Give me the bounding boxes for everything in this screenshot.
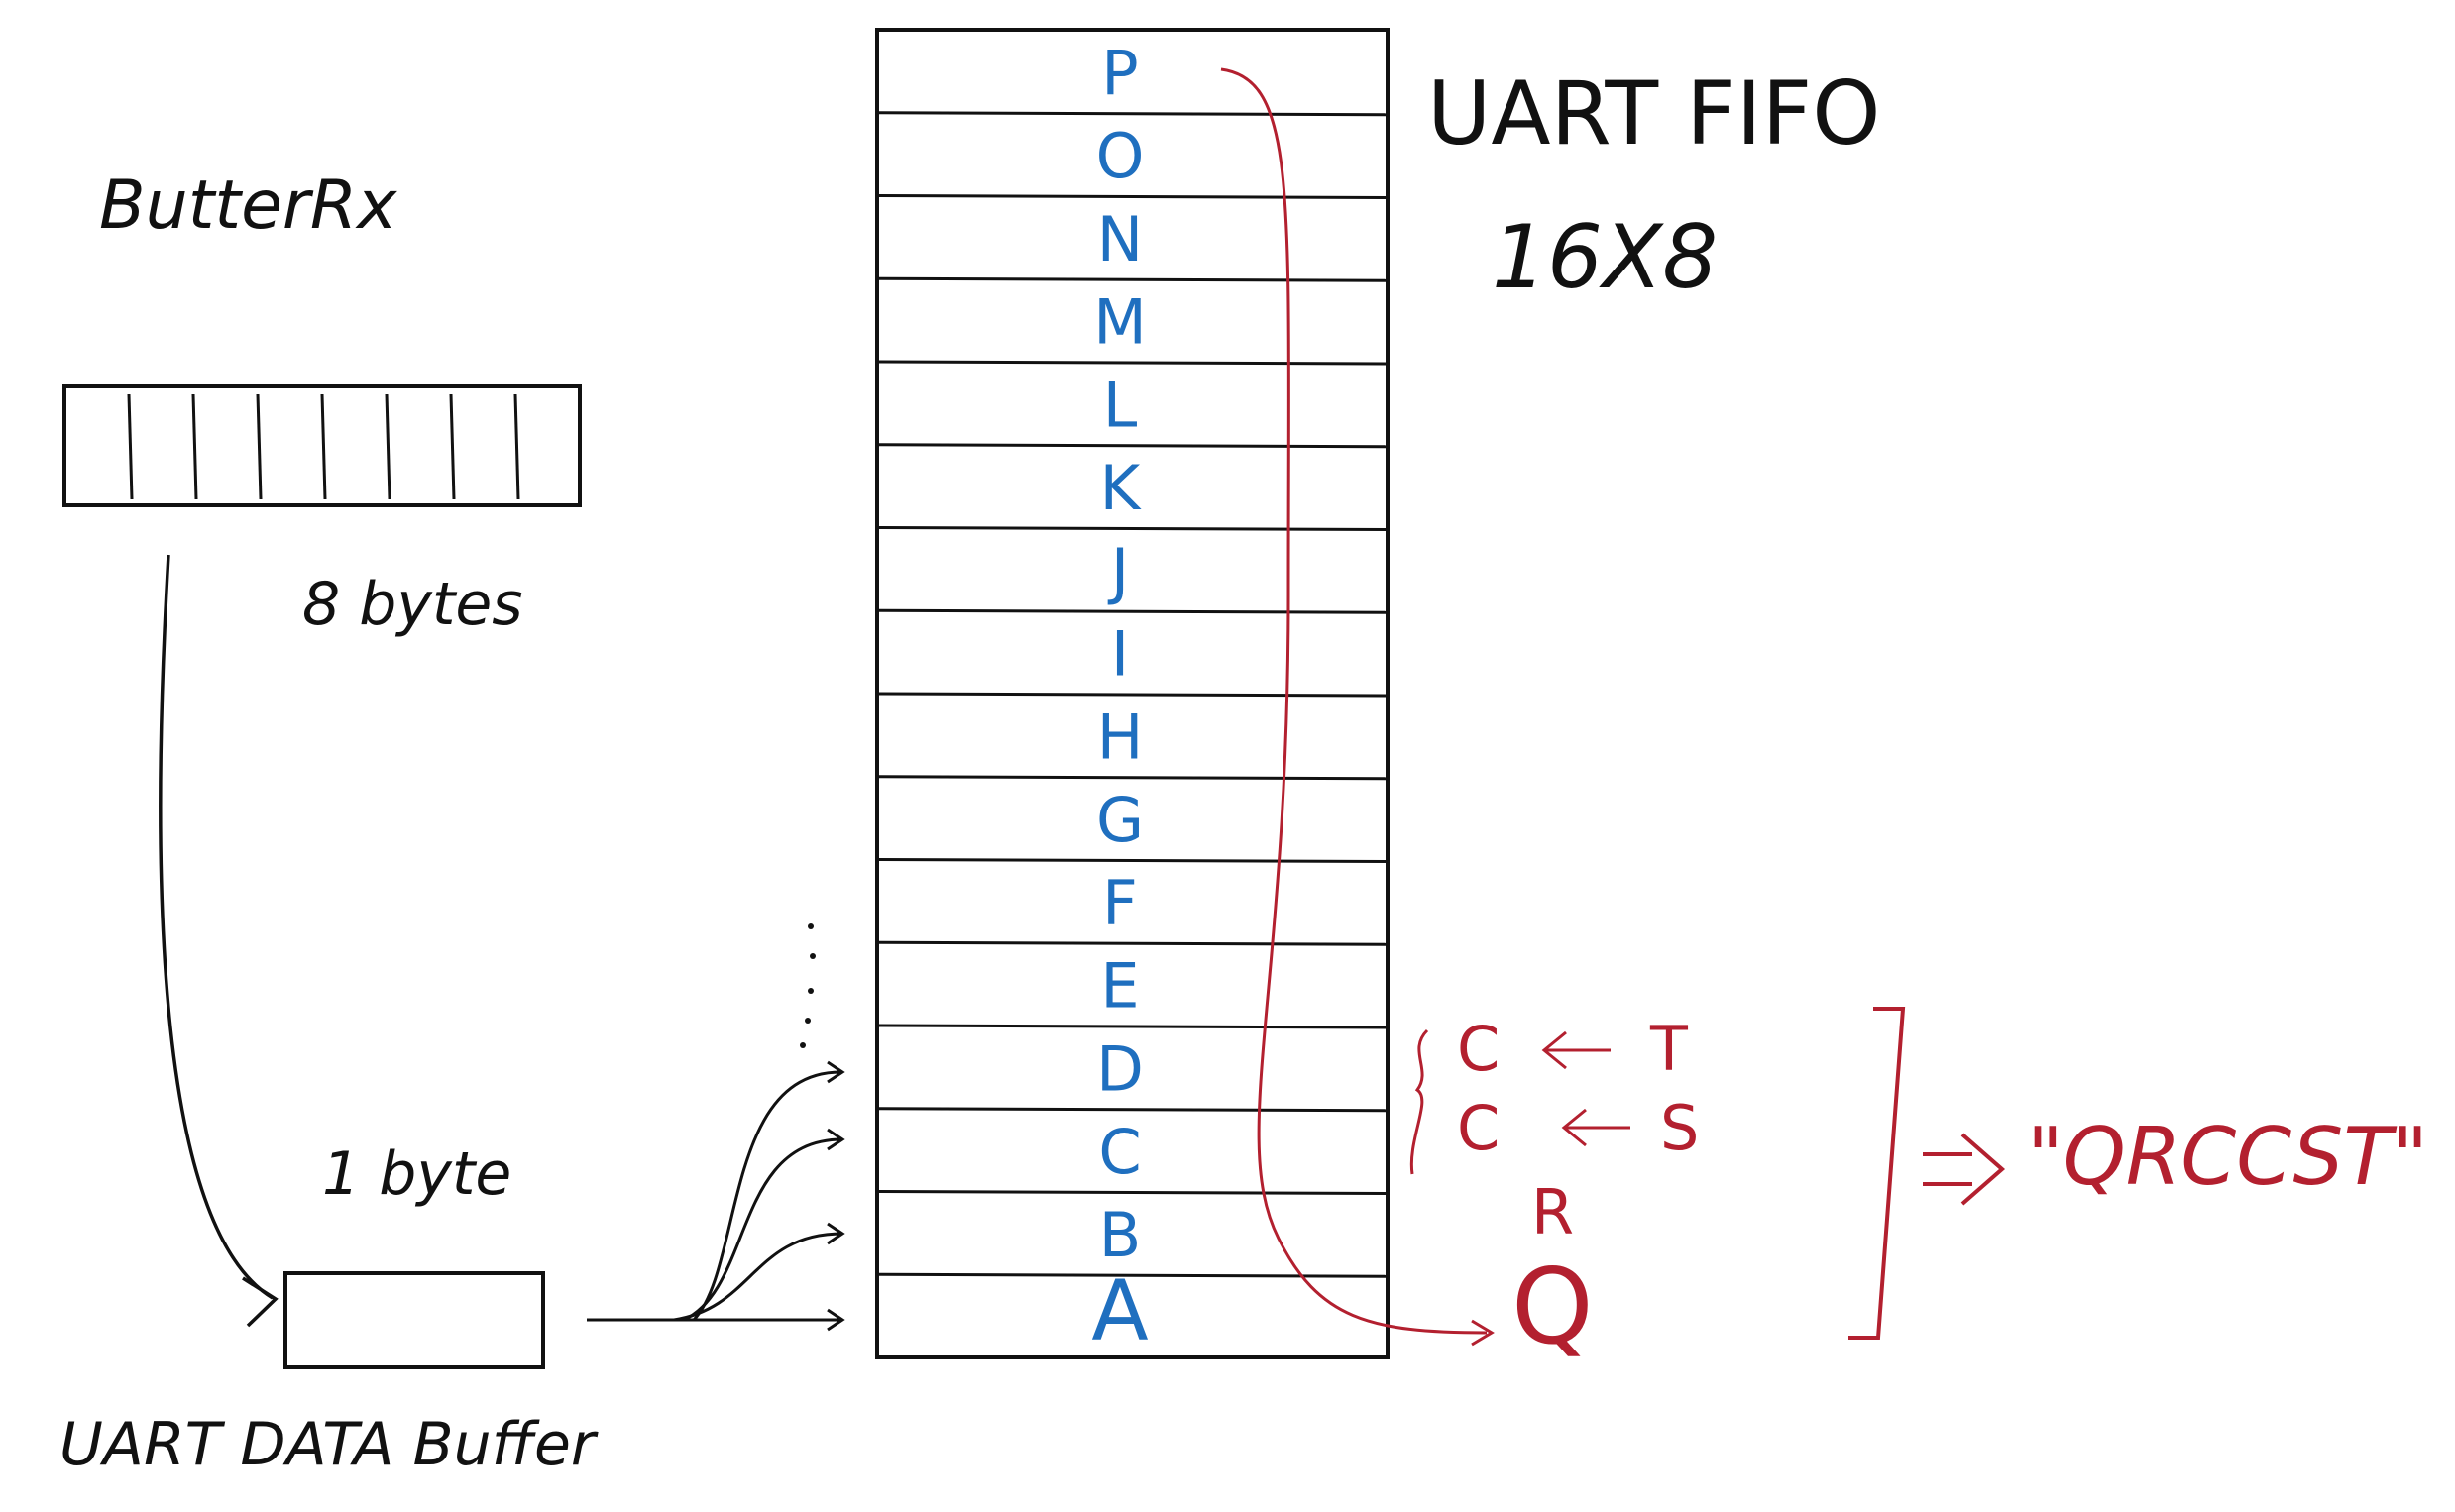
fifo-row-divider xyxy=(876,276,1389,282)
buffer-rx-cell-divider xyxy=(256,393,263,500)
fanout-line-d xyxy=(692,1070,843,1322)
fifo-row-divider xyxy=(876,1107,1389,1113)
readout-row3: R xyxy=(1531,1176,1574,1248)
uart-data-buffer-label: UART DATA Buffer xyxy=(59,1410,599,1479)
fanout-line-c xyxy=(683,1137,843,1322)
readout-row1-right: T xyxy=(1649,1013,1689,1085)
swap-brace xyxy=(1409,1028,1429,1175)
buffer-rx-cell-divider xyxy=(320,393,327,500)
readout-annotations: C T C S R Q "QRCCST" xyxy=(1409,1007,2428,1367)
fifo-cell-letter: A xyxy=(1091,1262,1148,1359)
fanout-arrowhead-a xyxy=(827,1308,845,1332)
fifo-cell-letter: M xyxy=(1093,286,1147,359)
fifo-row-divider xyxy=(876,775,1389,781)
fifo-cell-letter: E xyxy=(1100,950,1139,1023)
rx-to-data-buffer-arrowhead xyxy=(242,1276,279,1328)
fifo-cell-letter: D xyxy=(1096,1032,1144,1105)
buffer-rx-dividers xyxy=(127,393,520,500)
fanout-line-b xyxy=(673,1232,843,1322)
fifo-cell-letter: B xyxy=(1099,1199,1142,1271)
readout-row2-arrow xyxy=(1561,1108,1630,1147)
fanout-arrowhead-c xyxy=(827,1128,845,1151)
fifo-row-divider xyxy=(876,443,1389,449)
buffer-rx-cell-divider xyxy=(127,393,134,500)
readout-row1-arrow xyxy=(1541,1030,1611,1070)
fifo-cell-letter: I xyxy=(1111,618,1129,691)
buffer-rx-cell-divider xyxy=(385,393,391,500)
fifo-cell-letter: O xyxy=(1096,120,1145,192)
buffer-rx-outline xyxy=(62,384,582,507)
implies-arrow xyxy=(1923,1133,2006,1206)
fifo-cell-letter: G xyxy=(1096,784,1144,856)
result-bracket xyxy=(1848,1007,1906,1340)
fifo-cell-letter: H xyxy=(1097,701,1144,773)
fifo-row-divider xyxy=(876,692,1389,698)
result-string: "QRCCST" xyxy=(2027,1111,2428,1203)
rx-to-data-buffer-arrow xyxy=(159,554,274,1300)
fanout-arrowhead-b xyxy=(827,1222,845,1245)
data-buffer-fanout xyxy=(587,1060,845,1332)
fifo-readout-arrowhead xyxy=(1471,1319,1495,1347)
fifo-row-divider xyxy=(876,608,1389,614)
fifo-row-divider xyxy=(876,858,1389,863)
fifo-row-divider xyxy=(876,360,1389,366)
fifo-cell-letter: J xyxy=(1107,535,1129,607)
uart-fifo-size: 16X8 xyxy=(1492,206,1718,308)
buffer-rx-cell-divider xyxy=(191,393,198,500)
fifo-cell-letter: N xyxy=(1097,203,1143,275)
uart-fifo-title: UART FIFO xyxy=(1427,62,1881,164)
fifo-readout-curve xyxy=(1220,67,1488,1335)
fanout-arrowhead-d xyxy=(827,1060,845,1084)
fifo-row-divider xyxy=(876,194,1389,199)
eight-bytes-label: 8 bytes xyxy=(302,570,523,639)
fifo-cell-letter: C xyxy=(1098,1116,1141,1188)
readout-row4: Q xyxy=(1511,1246,1594,1367)
readout-row2-right: S xyxy=(1660,1092,1699,1164)
one-byte-label: 1 byte xyxy=(322,1139,511,1209)
fifo-cell-letter: K xyxy=(1100,452,1142,524)
uart-data-buffer-box xyxy=(283,1271,545,1369)
fifo-row-divider xyxy=(876,940,1389,946)
buffer-rx-label: ButterRx xyxy=(99,166,397,245)
buffer-rx-cell-divider xyxy=(449,393,456,500)
fifo-row-divider xyxy=(876,1024,1389,1029)
fifo-cell-letter: F xyxy=(1102,867,1138,939)
fifo-row-divider xyxy=(876,1190,1389,1195)
readout-row2-left: C xyxy=(1457,1092,1500,1164)
buffer-rx xyxy=(62,384,582,507)
readout-row1-left: C xyxy=(1457,1013,1500,1085)
fifo-row-divider xyxy=(876,526,1389,531)
buffer-rx-cell-divider xyxy=(513,393,520,500)
fifo-cell-letter: P xyxy=(1101,37,1138,109)
fifo-row-divider xyxy=(876,111,1389,117)
fanout-continuation-dots xyxy=(800,923,816,1048)
fifo-cell-letter: L xyxy=(1103,369,1138,441)
